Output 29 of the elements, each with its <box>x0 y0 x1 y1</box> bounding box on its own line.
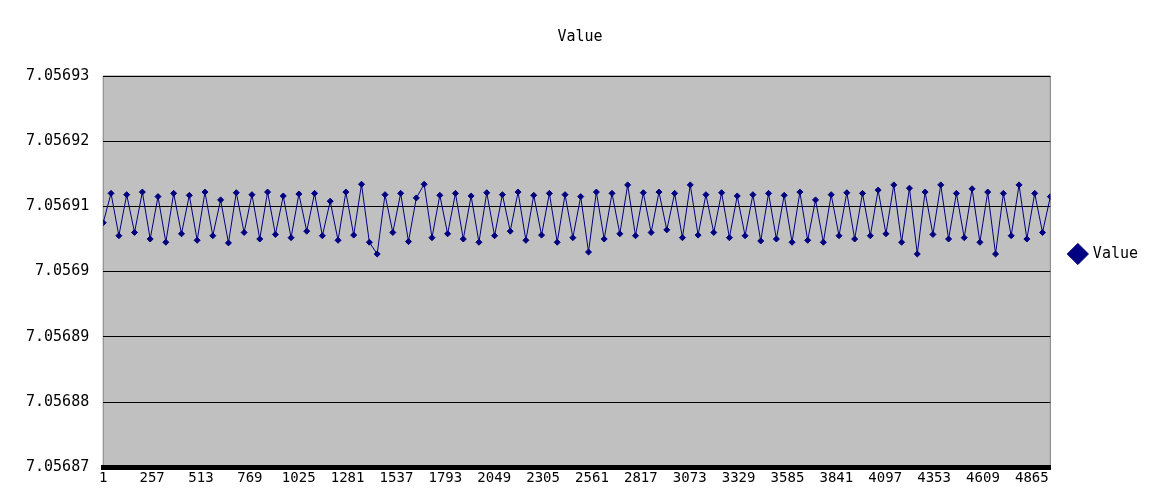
x-tick-label: 3585 <box>770 469 805 486</box>
chart-title: Value <box>557 26 603 45</box>
y-tick-label: 7.05688 <box>26 391 90 410</box>
x-tick-label: 2049 <box>477 469 512 486</box>
x-tick-label: 4609 <box>966 469 1000 486</box>
x-tick-label: 2561 <box>575 469 609 486</box>
x-tick-label: 4353 <box>917 469 951 486</box>
x-tick-label: 769 <box>237 469 263 486</box>
x-tick-label: 1025 <box>281 469 316 486</box>
y-tick-label: 7.05687 <box>26 457 90 476</box>
x-tick-label: 1793 <box>428 469 463 486</box>
x-tick-label: 3329 <box>721 469 756 486</box>
y-tick-label: 7.0569 <box>35 261 90 280</box>
x-tick-label: 1 <box>99 469 108 486</box>
y-tick-label: 7.05689 <box>26 326 90 345</box>
x-tick-label: 2305 <box>526 469 560 486</box>
y-tick-label: 7.05691 <box>26 196 90 215</box>
x-tick-label: 1537 <box>379 469 414 486</box>
x-tick-label: 1281 <box>330 469 365 486</box>
x-tick-label: 4097 <box>868 469 903 486</box>
y-tick-label: 7.05693 <box>26 65 90 84</box>
legend-label: Value <box>1092 243 1138 262</box>
x-tick-label: 257 <box>139 469 165 486</box>
x-tick-label: 3073 <box>672 469 707 486</box>
x-tick-label: 513 <box>188 469 214 486</box>
x-tick-label: 2817 <box>623 469 658 486</box>
y-tick-label: 7.05692 <box>26 131 90 150</box>
x-tick-label: 3841 <box>819 469 854 486</box>
x-tick-label: 4865 <box>1014 469 1049 486</box>
